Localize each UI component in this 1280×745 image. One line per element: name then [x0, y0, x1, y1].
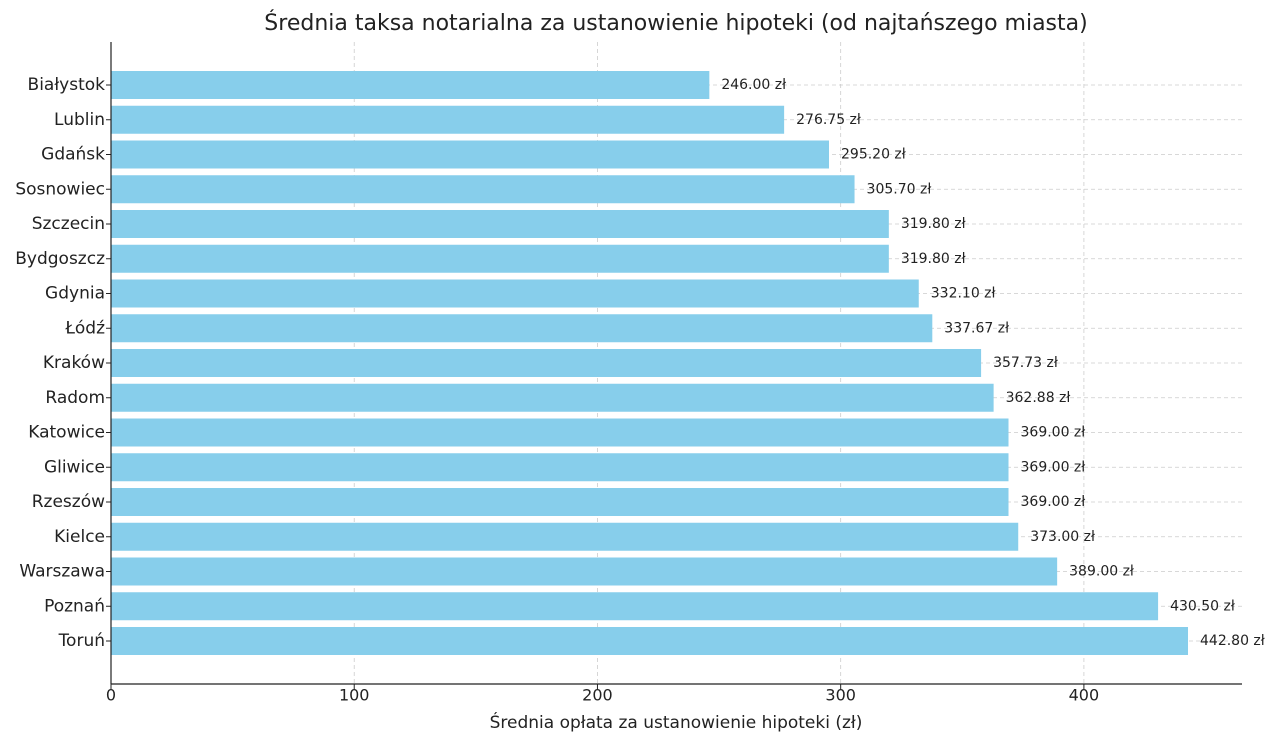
x-tick-label: 0: [106, 686, 116, 705]
y-tick-label: Katowice: [28, 423, 105, 443]
y-tick-label: Toruń: [58, 631, 105, 651]
bar: [111, 453, 1009, 482]
bar: [111, 210, 889, 238]
y-tick-label: Lublin: [54, 110, 105, 130]
value-label: 373.00 zł: [1030, 529, 1095, 545]
bar: [111, 522, 1019, 551]
bar: [111, 418, 1009, 447]
value-label: 319.80 zł: [901, 216, 966, 232]
value-label: 357.73 zł: [993, 355, 1058, 371]
value-label: 362.88 zł: [1006, 390, 1071, 406]
value-label: 337.67 zł: [944, 320, 1009, 336]
y-tick-label: Rzeszów: [32, 492, 105, 512]
bar: [111, 314, 933, 343]
y-tick-label: Łódź: [64, 318, 105, 338]
y-tick-label: Radom: [45, 388, 105, 408]
y-tick-label: Poznań: [44, 596, 105, 616]
x-axis-label: Średnia opłata za ustanowienie hipoteki …: [490, 711, 863, 733]
bar: [111, 557, 1058, 586]
y-tick-label: Bydgoszcz: [15, 249, 105, 269]
y-tick-label: Sosnowiec: [15, 179, 105, 199]
x-tick-label: 200: [582, 686, 613, 705]
x-tick-label: 100: [339, 686, 370, 705]
bar: [111, 592, 1159, 621]
value-label: 319.80 zł: [901, 251, 966, 267]
bar: [111, 627, 1189, 655]
y-tick-label: Gdańsk: [41, 145, 105, 165]
bar: [111, 175, 855, 204]
value-label: 430.50 zł: [1170, 598, 1235, 614]
y-tick-label: Kielce: [54, 527, 105, 547]
y-tick-label: Białystok: [28, 75, 106, 95]
bar: [111, 383, 994, 412]
y-tick-label: Gdynia: [45, 284, 105, 304]
y-tick-label: Warszawa: [19, 562, 105, 582]
bar: [111, 71, 710, 99]
x-tick-label: 400: [1069, 686, 1100, 705]
value-label: 369.00 zł: [1021, 494, 1086, 510]
value-label: 276.75 zł: [796, 112, 861, 128]
chart-title: Średnia taksa notarialna za ustanowienie…: [264, 10, 1087, 36]
value-label: 295.20 zł: [841, 147, 906, 163]
bar: [111, 279, 919, 308]
value-label: 369.00 zł: [1021, 425, 1086, 441]
bar: [111, 105, 785, 134]
bar: [111, 349, 982, 377]
value-label: 246.00 zł: [721, 77, 786, 93]
value-label: 442.80 zł: [1200, 633, 1265, 649]
bar: [111, 488, 1009, 516]
x-tick-label: 300: [825, 686, 856, 705]
value-label: 389.00 zł: [1069, 564, 1134, 580]
y-tick-label: Kraków: [43, 353, 105, 373]
value-label: 369.00 zł: [1021, 459, 1086, 475]
y-tick-label: Szczecin: [32, 214, 105, 234]
value-label: 332.10 zł: [931, 286, 996, 302]
bar: [111, 140, 830, 169]
bar: [111, 244, 889, 273]
y-tick-label: Gliwice: [44, 457, 105, 477]
value-label: 305.70 zł: [867, 181, 932, 197]
